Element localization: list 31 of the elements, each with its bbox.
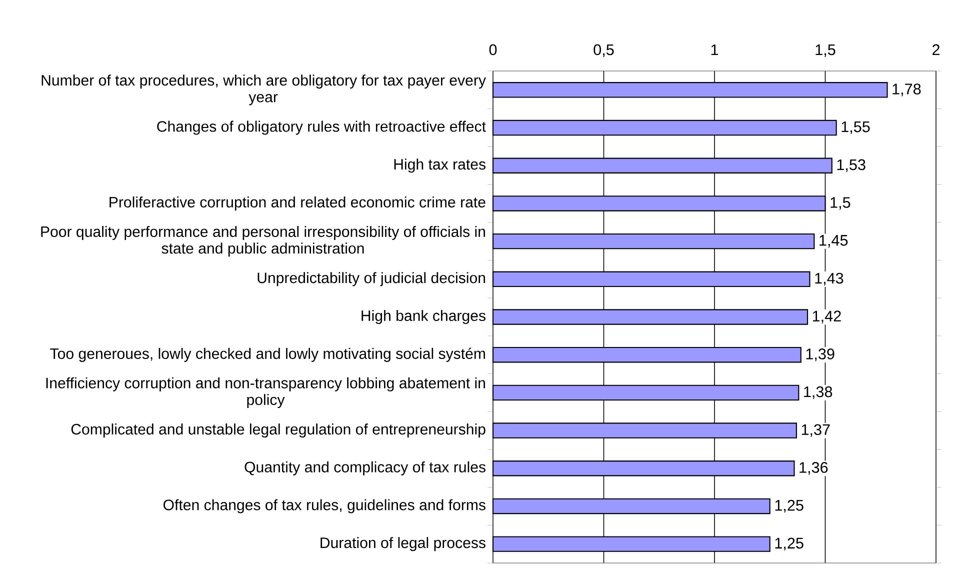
y-tick-label: High tax rates — [394, 158, 486, 173]
data-label: 1,43 — [815, 272, 844, 286]
y-tick-label: Too generoues, lowly checked and lowly motivating social systém — [50, 348, 485, 362]
y-tick-label: Often changes of tax rules, guidelines and forms — [164, 499, 486, 514]
y-tick-label: Quantity and complicacy of tax rules — [244, 461, 486, 476]
data-label: 1,36 — [800, 462, 828, 475]
x-tick-label: 1 — [711, 44, 718, 55]
y-tick-label: Number of tax procedures, which are obligatory for tax payer every year — [42, 74, 486, 106]
x-tick-label: 0 — [489, 44, 497, 56]
data-label: 1,42 — [812, 310, 841, 324]
data-label: 1,5 — [830, 197, 850, 210]
data-label: 1,45 — [820, 235, 848, 248]
y-tick-label: Changes of obligatory rules with retroactive effect — [157, 120, 486, 135]
data-label: 1,55 — [842, 122, 870, 134]
y-tick-label: Proliferactive corruption and related economic crime rate — [110, 196, 486, 210]
data-label: 1,37 — [802, 424, 830, 437]
data-label: 1,25 — [775, 500, 804, 513]
y-tick-label: Poor quality performance and personal irresponsibility of officials in state and public administration — [41, 226, 485, 257]
x-tick-label: 0,5 — [594, 44, 614, 57]
y-tick-label: High bank charges — [362, 310, 486, 324]
data-label: 1,39 — [806, 348, 834, 362]
data-label: 1,38 — [804, 386, 832, 400]
data-label: 1,53 — [837, 159, 866, 172]
x-tick-label: 1,5 — [816, 44, 836, 57]
x-tick-label: 2 — [932, 44, 940, 55]
y-tick-label: Duration of legal process — [320, 537, 486, 552]
y-tick-label: Inefficiency corruption and non-transparency lobbing abatement in policy — [46, 377, 485, 408]
data-label: 1,78 — [892, 84, 921, 96]
data-label: 1,25 — [775, 538, 804, 550]
y-tick-label: Complicated and unstable legal regulation of entrepreneurship — [71, 424, 486, 438]
y-tick-label: Unpredictability of judicial decision — [258, 272, 486, 286]
